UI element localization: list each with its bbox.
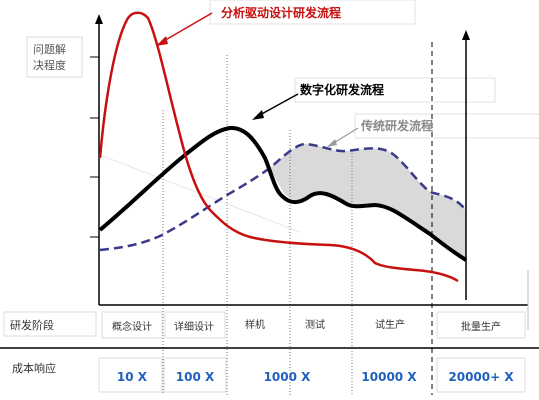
traditional-label: 传统研发流程 [360, 118, 433, 133]
digital-arrow [257, 93, 299, 117]
cost-box-1 [98, 357, 163, 393]
phase-box-6 [436, 311, 526, 339]
traditional-arrowhead [327, 139, 337, 147]
phase-prototype: 样机 [245, 318, 265, 331]
phase-pilot: 试生产 [375, 318, 405, 331]
driven-curve [98, 11, 459, 283]
digital-arrowhead [252, 110, 264, 120]
driven-arrow [161, 12, 213, 43]
traditional-label-box [354, 113, 539, 139]
cost-mass: 20000+ X [448, 370, 514, 384]
y-axis-label-line2: 决程度 [33, 58, 66, 72]
gap-area [270, 144, 466, 260]
y-label-box [26, 36, 83, 78]
driven-label-box [209, 0, 416, 25]
phase-detail: 详细设计 [174, 320, 214, 333]
phase-testing: 测试 [305, 318, 325, 331]
cost-pilot: 10000 X [361, 370, 417, 384]
digital-curve [98, 125, 468, 262]
phase-mass: 批量生产 [461, 320, 501, 333]
driven-arrowhead [156, 36, 168, 46]
y-axis-arrow [95, 14, 103, 24]
digital-label-box [294, 77, 496, 103]
phase-concept: 概念设计 [112, 320, 152, 333]
cost-detail: 100 X [176, 370, 215, 384]
cost-concept: 10 X [117, 370, 148, 384]
phase-box-2 [164, 311, 226, 339]
phase-dividers [162, 55, 353, 395]
cost-row-label: 成本响应 [12, 361, 56, 375]
phase-box-1 [101, 311, 163, 339]
traditional-arrow [331, 127, 359, 145]
driven-label: 分析驱动设计研发流程 [221, 5, 341, 20]
cost-prototype-testing: 1000 X [264, 370, 312, 384]
cost-box-6 [436, 357, 526, 393]
digital-label: 数字化研发流程 [300, 82, 384, 97]
phase-row-label-box [3, 311, 97, 337]
y-axis-label-line1: 问题解 [33, 42, 66, 56]
phase-row-label: 研发阶段 [10, 318, 54, 332]
right-axis-arrow [462, 30, 470, 40]
cost-box-2 [163, 357, 227, 393]
